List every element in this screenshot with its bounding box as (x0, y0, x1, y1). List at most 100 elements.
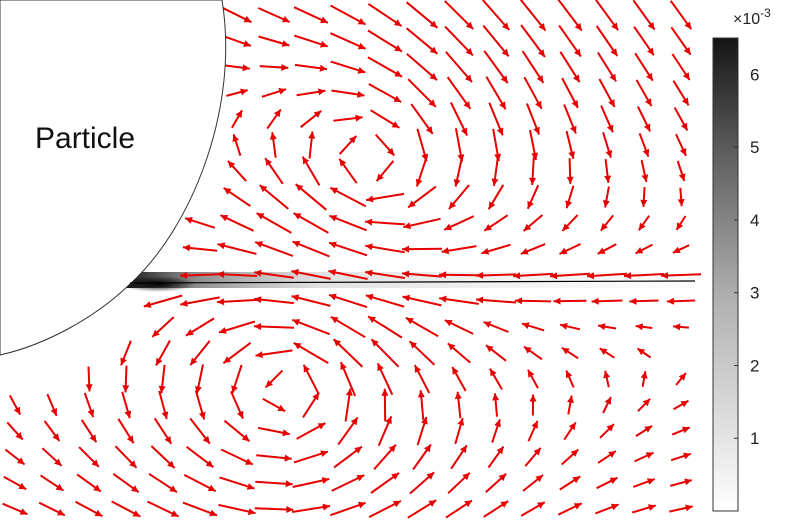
velocity-arrow-head (608, 451, 616, 458)
velocity-arrow-head (640, 199, 648, 207)
velocity-arrow-head (572, 476, 581, 484)
velocity-arrow-head (320, 450, 328, 457)
velocity-arrow-head (680, 400, 689, 408)
velocity-arrow-head (55, 483, 64, 491)
velocity-arrow-head (219, 327, 227, 334)
colorbar-tick-label: 1 (750, 429, 759, 448)
velocity-arrow-head (496, 127, 504, 136)
velocity-arrow-head (642, 398, 651, 407)
velocity-arrow-head (357, 42, 366, 50)
velocity-arrow-head (684, 478, 692, 486)
velocity-arrow-head (574, 48, 581, 57)
velocity-arrow-head (641, 174, 649, 182)
velocity-arrow-head (574, 22, 582, 31)
velocity-arrow-head (295, 184, 304, 192)
velocity-arrow-head (465, 47, 473, 56)
velocity-arrow-head (13, 406, 21, 415)
velocity-arrow-head (648, 504, 656, 511)
velocity-arrow-head (180, 299, 188, 307)
velocity-arrow-head (501, 48, 509, 57)
velocity-arrow-head (402, 245, 409, 253)
velocity-arrow-head (152, 329, 160, 337)
velocity-arrow-head (217, 270, 225, 278)
velocity-arrow-head (460, 445, 467, 454)
velocity-arrow-head (566, 176, 574, 184)
velocity-arrow-head (124, 410, 132, 419)
velocity-arrow-head (444, 223, 452, 231)
velocity-arrow-head (465, 21, 474, 30)
velocity-arrows (2, 0, 702, 519)
velocity-arrow-head (207, 484, 216, 492)
velocity-arrow-head (562, 223, 570, 231)
velocity-arrow-head (500, 75, 508, 84)
velocity-arrow-head (329, 241, 337, 249)
velocity-arrow-head (247, 508, 256, 515)
velocity-arrow-head (376, 173, 384, 182)
velocity-arrow-head (345, 388, 353, 396)
velocity-arrow-head (333, 339, 342, 347)
velocity-arrow-head (393, 19, 402, 27)
velocity-arrow-head (426, 472, 435, 480)
velocity-arrow-head (357, 501, 366, 509)
velocity-arrow-head (366, 195, 374, 203)
velocity-arrow-head (680, 122, 688, 131)
velocity-arrow-head (170, 510, 179, 517)
velocity-arrow-head (220, 215, 229, 222)
velocity-arrow-head (169, 485, 177, 493)
velocity-arrow-head (391, 121, 400, 128)
velocity-arrow-head (647, 22, 655, 30)
velocity-arrow-head (354, 446, 362, 454)
velocity-arrow-head (600, 223, 608, 231)
velocity-arrow-head (89, 434, 97, 443)
velocity-arrow-head (167, 460, 175, 468)
velocity-arrow-head (684, 21, 692, 30)
velocity-arrow-head (610, 503, 619, 511)
velocity-arrow-head (572, 74, 580, 83)
velocity-arrow-head (15, 432, 23, 440)
velocity-arrow-head (605, 150, 613, 158)
velocity-arrow-head (259, 185, 268, 193)
velocity-arrow-head (402, 294, 411, 302)
velocity-arrow-head (202, 435, 210, 444)
velocity-arrow-head (538, 23, 546, 31)
velocity-arrow-head (447, 343, 456, 351)
velocity-arrow-head (565, 370, 573, 379)
velocity-arrow-head (357, 18, 366, 25)
velocity-arrow-head (602, 200, 610, 208)
velocity-arrow-head (611, 22, 619, 31)
velocity-arrow-head (126, 435, 134, 444)
velocity-arrow-head (321, 477, 330, 484)
velocity-arrow-head (610, 48, 618, 56)
velocity-arrow-head (640, 371, 648, 379)
velocity-arrow-head (559, 247, 568, 255)
velocity-arrow-head (597, 247, 606, 254)
velocity-arrow-head (232, 134, 239, 142)
velocity-arrow-head (535, 475, 543, 483)
velocity-arrow-head (265, 380, 273, 388)
velocity-arrow-head (320, 40, 328, 48)
velocity-arrow-head (635, 247, 644, 254)
velocity-arrow-head (303, 364, 310, 373)
velocity-arrow-head (182, 244, 191, 252)
velocity-arrow-head (409, 341, 418, 349)
colorbar-tick-label: 3 (750, 284, 759, 303)
velocity-arrow-head (329, 215, 338, 222)
velocity-arrow-head (606, 424, 614, 432)
velocity-arrow-head (476, 296, 484, 304)
velocity-arrow-head (417, 390, 425, 398)
velocity-arrow-head (355, 114, 363, 122)
velocity-arrow-head (533, 447, 541, 456)
velocity-arrow-head (308, 131, 316, 139)
colorbar (712, 37, 739, 512)
velocity-arrow-head (408, 200, 416, 208)
colorbar-ticks: 1 2 3 4 5 6 (734, 65, 759, 448)
velocity-arrow-head (424, 444, 431, 453)
velocity-arrow-head (609, 477, 618, 485)
velocity-arrow-head (285, 480, 293, 488)
velocity-arrow-head (457, 418, 465, 426)
velocity-arrow-head (54, 458, 62, 466)
velocity-arrow-head (486, 345, 494, 353)
velocity-arrow-head (476, 271, 484, 279)
velocity-arrow-head (666, 297, 674, 305)
